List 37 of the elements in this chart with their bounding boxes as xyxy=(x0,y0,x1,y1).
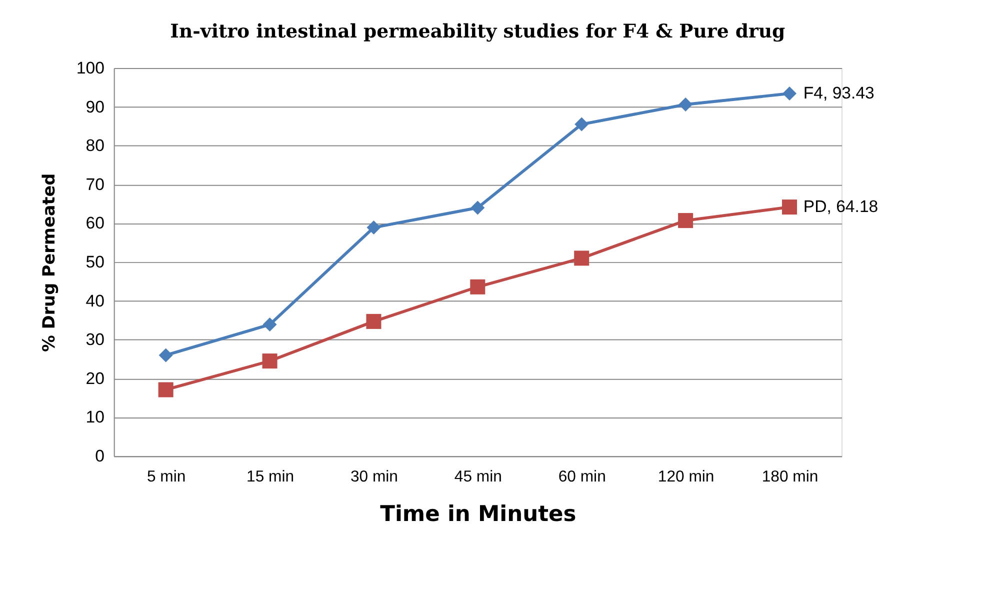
annotation: F4, 93.43 xyxy=(803,83,874,102)
y-tick-label: 0 xyxy=(95,446,104,466)
x-tick-label: 45 min xyxy=(454,468,502,486)
y-tick-label: 10 xyxy=(86,408,104,427)
x-tick-label: 30 min xyxy=(350,468,398,486)
y-tick-label: 70 xyxy=(86,174,104,194)
point xyxy=(262,354,278,369)
chart-title: In-vitro intestinal permeability studies for F4 & Pure drug xyxy=(170,20,786,42)
x-tick-label: 5 min xyxy=(146,468,186,486)
y-tick-label: 60 xyxy=(86,214,104,233)
point xyxy=(366,314,382,329)
point xyxy=(678,213,694,228)
point xyxy=(470,200,485,215)
point xyxy=(470,279,486,294)
y-tick-label: 90 xyxy=(86,97,104,116)
y-tick-label: 80 xyxy=(86,136,104,156)
point xyxy=(678,98,693,112)
y-tick-label: 30 xyxy=(86,330,104,350)
y-tick-label: 40 xyxy=(86,291,104,310)
point xyxy=(366,220,381,235)
point xyxy=(158,382,174,398)
y-tick-label: 20 xyxy=(86,368,104,388)
point xyxy=(574,117,589,132)
y-tick-label: 100 xyxy=(76,58,104,78)
annotation: PD, 64.18 xyxy=(803,196,878,216)
point xyxy=(782,86,797,101)
point xyxy=(574,250,590,266)
point xyxy=(262,318,277,332)
x-tick-label: 15 min xyxy=(246,468,294,486)
y-axis-title: % Drug Permeated xyxy=(38,173,59,352)
x-axis-title: Time in Minutes xyxy=(380,502,576,527)
x-tick-label: 60 min xyxy=(558,468,606,486)
x-tick-label: 120 min xyxy=(658,468,714,486)
y-tick-label: 50 xyxy=(86,252,104,272)
point xyxy=(782,200,798,215)
point xyxy=(158,348,173,362)
x-tick-label: 180 min xyxy=(762,468,818,486)
